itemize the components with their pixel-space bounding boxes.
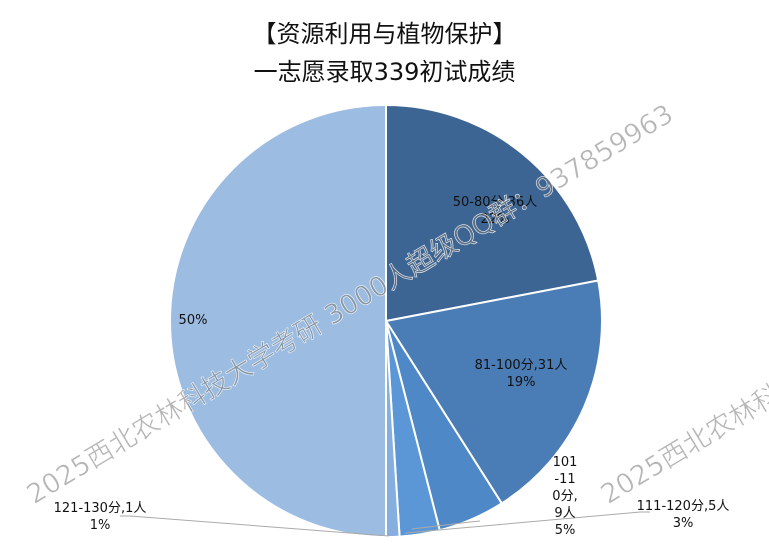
slice-label: 50-80分,36人: [452, 195, 538, 210]
data-label: 121-130分,1人 1%: [30, 500, 170, 534]
slice-label: 101-110分,9人: [552, 455, 578, 521]
slice-label: 121-130分,1人: [53, 501, 147, 516]
slice-value-label: 1%: [89, 518, 111, 533]
slice-value-label: 5%: [554, 523, 576, 538]
pie-slice: [384, 279, 603, 505]
data-label: 50-80分,36人 22%: [440, 194, 550, 228]
leader-line: [120, 515, 390, 537]
leader-line: [411, 520, 481, 530]
leader-line: [404, 511, 650, 534]
slice-value-label: 3%: [672, 516, 694, 531]
chart-subtitle: 一志愿录取339初试成绩: [253, 58, 516, 86]
data-label: 81-100分,31人 19%: [466, 357, 576, 391]
slice-value-label: 22%: [480, 212, 510, 227]
pie-slice: [169, 103, 387, 539]
data-label: 101-110分,9人 5%: [552, 454, 578, 539]
data-label: 50%: [168, 312, 218, 329]
data-label: 111-120分,5人 3%: [628, 498, 738, 532]
pie-slice: [385, 103, 600, 323]
chart-title: 【资源利用与植物保护】: [252, 20, 517, 48]
slice-value-label: 19%: [506, 375, 536, 390]
slice-value-label: 50%: [178, 313, 208, 328]
slice-label: 111-120分,5人: [636, 499, 730, 514]
slice-label: 81-100分,31人: [474, 358, 568, 373]
